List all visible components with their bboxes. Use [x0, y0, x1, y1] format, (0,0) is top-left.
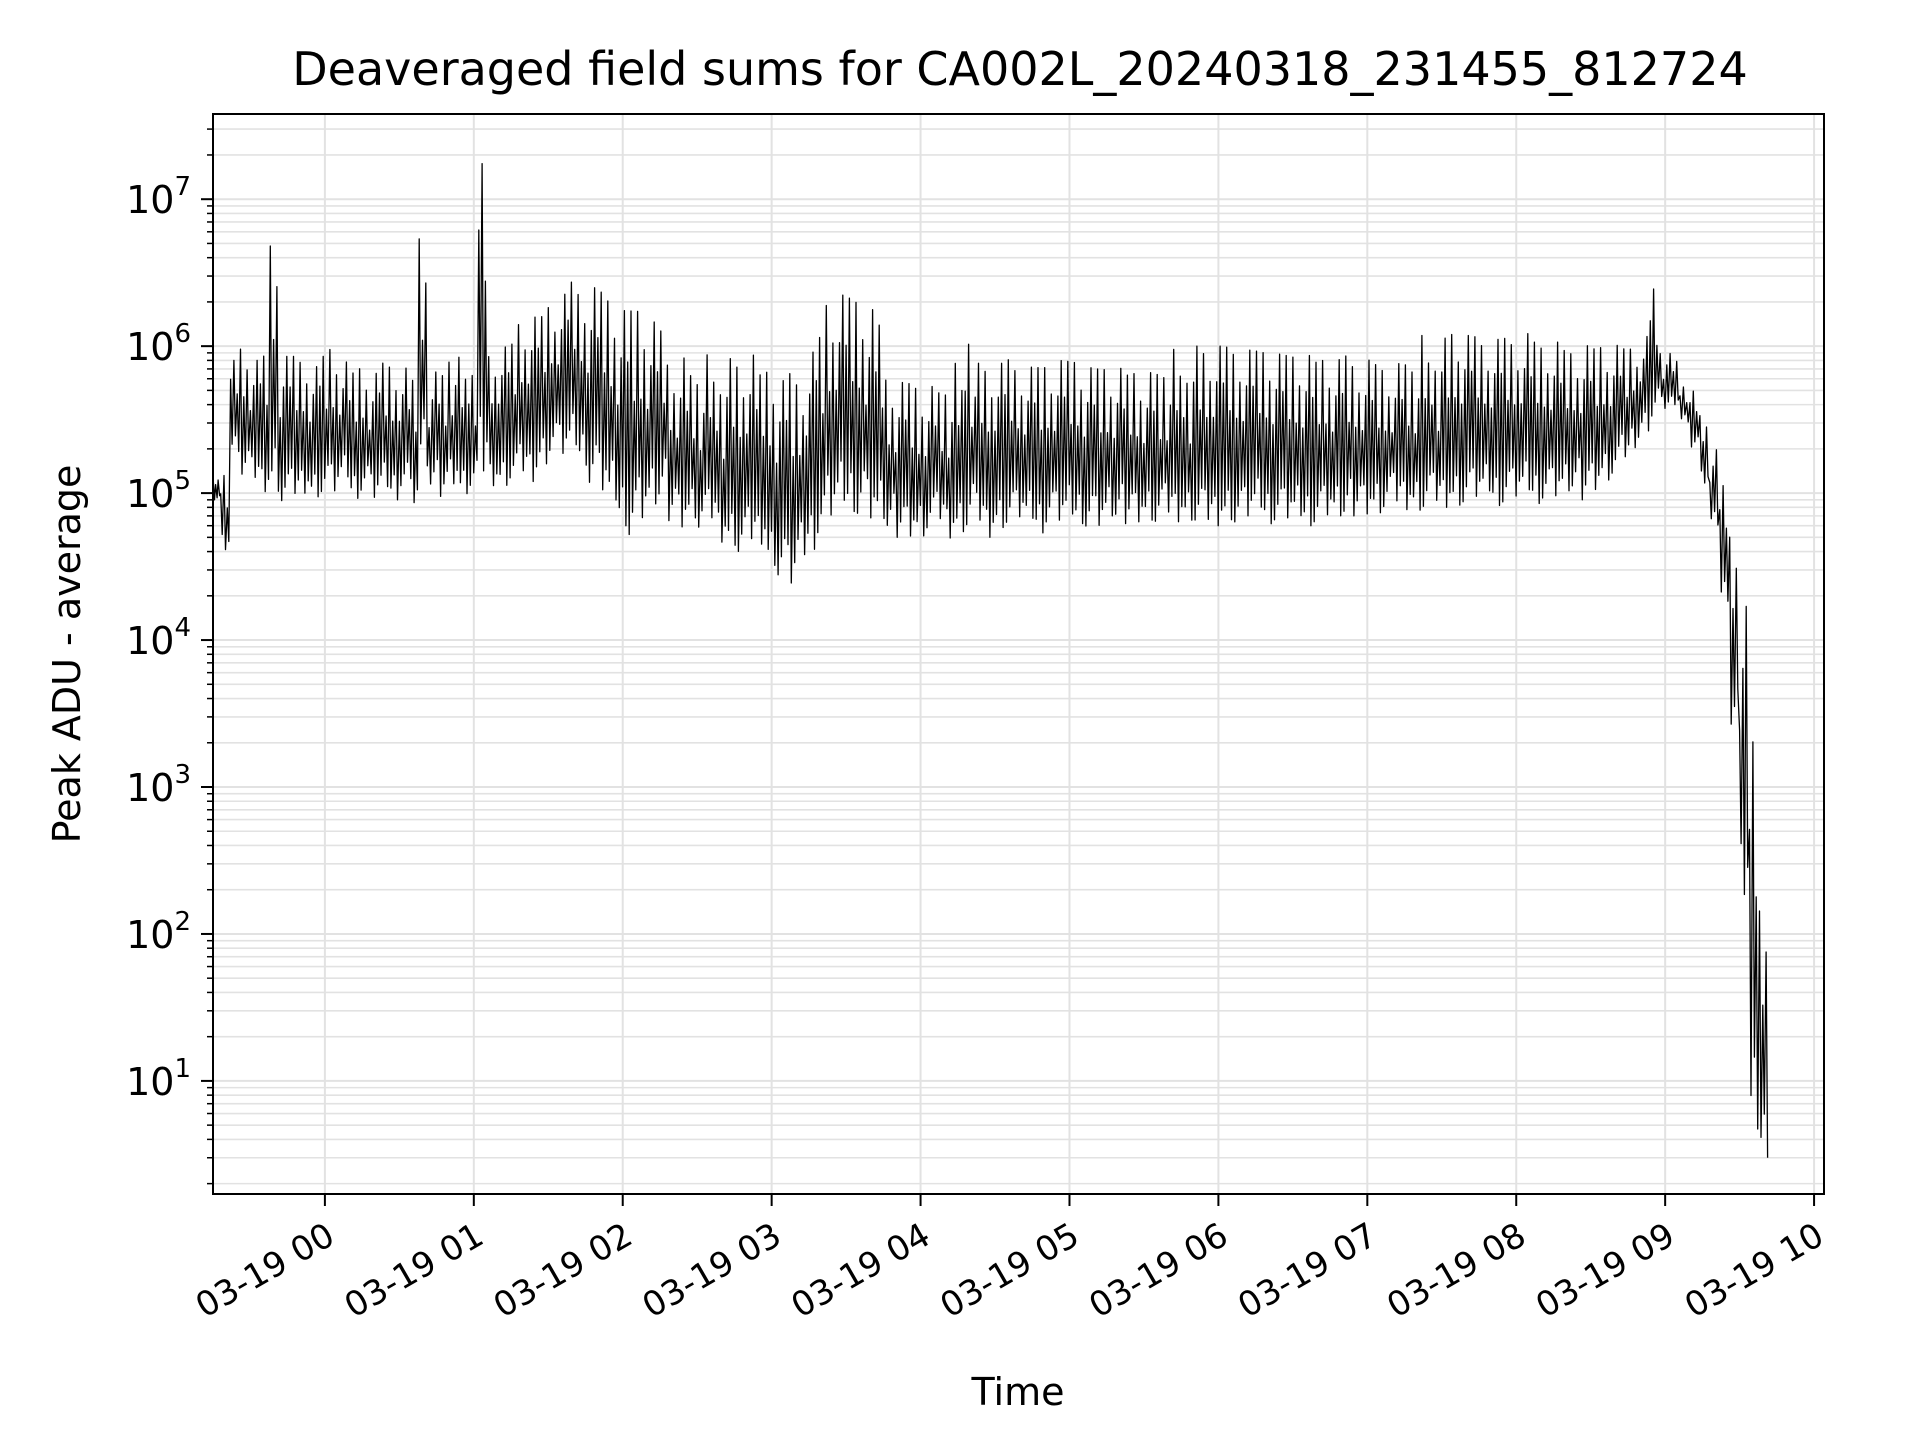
y-tick-label: 101 — [126, 1054, 191, 1104]
y-tick-label: 104 — [126, 613, 191, 663]
y-tick-label: 107 — [126, 172, 191, 222]
y-axis-label: Peak ADU - average — [45, 465, 89, 844]
y-axis: 101 102 103 104 105 106 107 — [126, 128, 213, 1185]
x-axis-label: Time — [971, 1370, 1065, 1414]
y-tick-label: 105 — [126, 466, 191, 516]
series-line — [212, 162, 1769, 1158]
y-tick-label: 106 — [126, 319, 191, 369]
y-tick-label: 102 — [126, 907, 191, 957]
y-tick-label: 103 — [126, 760, 191, 810]
chart-title: Deaveraged field sums for CA002L_2024031… — [292, 42, 1747, 96]
series-layer — [212, 162, 1769, 1158]
